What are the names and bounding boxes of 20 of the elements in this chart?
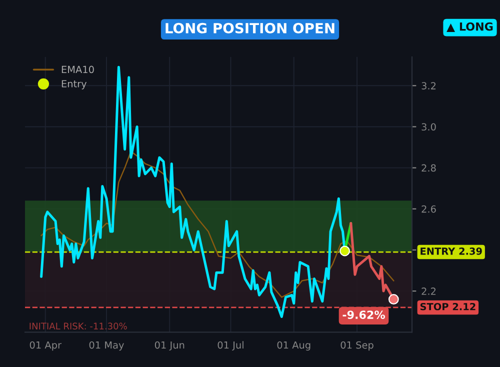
legend-label: EMA10 [62,66,94,74]
y-tick-label: 2.2 [422,288,436,295]
y-tick-label: 3.0 [422,123,436,131]
x-tick-label: 01 May [89,341,124,351]
x-tick-label: 01 Apr [30,341,62,351]
annotation: INITIAL RISK: -11.30% [30,322,127,330]
text: ▲ LONG [446,22,493,32]
legend-label: Entry [62,80,87,90]
x-tick-label: 01 Aug [277,341,310,351]
x-tick-label: 01 Sep [340,341,374,351]
x-tick-label: 01 Jun [154,341,184,350]
ref-line-label: STOP 2.12 [420,302,476,310]
y-tick-label: 2.8 [422,164,436,172]
y-tick-label: 3.2 [422,82,436,90]
x-tick-label: 01 Jul [218,341,244,350]
line-series [40,150,394,298]
annotation: -9.62% [342,310,385,319]
ref-line-label: ENTRY 2.39 [420,247,482,255]
y-tick-label: 2.6 [422,205,436,213]
chart-title: LONG POSITION OPEN [166,22,334,34]
